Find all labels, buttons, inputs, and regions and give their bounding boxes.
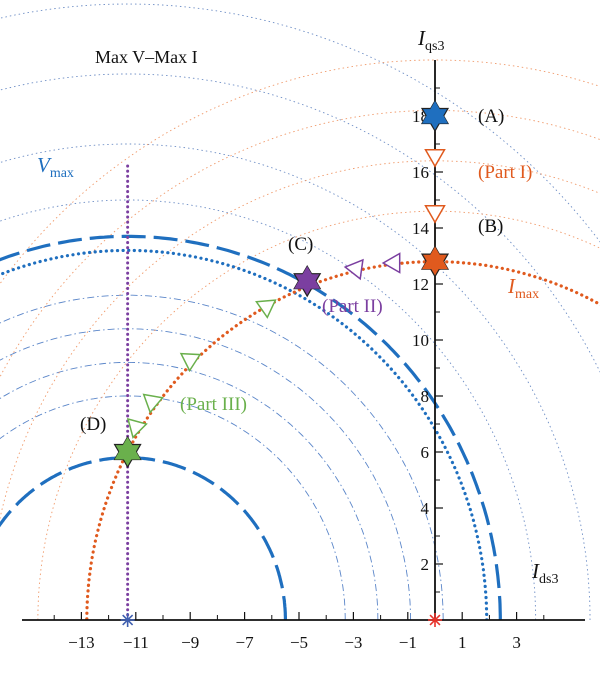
vmax-label: Vmax [37,153,74,181]
current-contour-3 [0,59,600,285]
point-c-star [293,265,322,298]
current-contour-1 [0,160,600,521]
current-contour-0 [37,210,600,620]
origin-marker-stroke [429,614,441,626]
background-contours [0,3,600,620]
part-3-marker [255,299,277,319]
y-axis-label: Iqs3 [417,26,444,54]
curve-Vmax [0,248,489,620]
voltage-center-marker [120,613,135,627]
y-tick-label: 4 [421,499,430,518]
x-tick-label: 3 [512,633,521,652]
point-d-label: (D) [80,414,106,435]
y-tick-label: 6 [421,443,430,462]
x-tick-label: −3 [344,633,362,652]
voltage-contour-inner-1 [0,361,379,620]
voltage-contour-inner-0 [0,395,346,620]
part-1-label: (Part I) [478,162,532,183]
x-tick-label: −9 [181,633,199,652]
point-d-star-fill [114,437,141,460]
voltage-center-marker-stroke [122,614,134,626]
part-3-marker [126,417,148,439]
x-tick-label: −13 [68,633,95,652]
x-tick-label: −7 [236,633,255,652]
voltage-contour-inner-3 [0,294,444,620]
point-c-star-fill [294,266,321,289]
x-tick-label: −1 [399,633,417,652]
voltage-contour-outer-1 [0,143,591,620]
part-2-marker [381,252,401,274]
y-tick-label: 14 [412,219,430,238]
voltage-contour-outer-2 [0,73,600,373]
y-tick-label: 16 [412,163,429,182]
part-1-marker [424,148,446,168]
part-1-marker [424,204,446,224]
part-3-marker [179,352,202,373]
curve-voltage-ellipse-dashed-inner [0,456,287,620]
y-tick-label: 8 [421,387,430,406]
point-a-star-fill [422,101,448,124]
part-3-marker [142,393,164,414]
point-c-label: (C) [288,234,313,255]
point-b-star-fill [422,246,448,270]
part-3-label: (Part III) [180,394,247,415]
point-a-star [420,99,450,133]
x-axis-label: Ids3 [531,559,558,587]
part-2-label: (Part II) [322,296,383,317]
chart-title: Max V–Max I [95,47,198,67]
x-tick-label: 1 [458,633,467,652]
point-d-star [113,435,142,469]
curves [0,116,600,620]
x-tick-label: −11 [123,633,149,652]
voltage-contour-inner-2 [0,328,411,620]
voltage-contour-outer-3 [0,3,600,243]
imax-label: Imax [507,274,539,302]
y-tick-label: 2 [421,555,430,574]
operating-points [113,99,450,469]
point-b-star [420,245,450,278]
y-tick-label: 12 [412,275,429,294]
part-2-marker [343,258,364,281]
point-a-label: (A) [478,106,504,127]
y-tick-label: 10 [412,331,429,350]
x-tick-label: −5 [290,633,308,652]
origin-marker [428,613,442,627]
trajectory-markers [126,148,446,439]
point-b-label: (B) [478,216,503,237]
